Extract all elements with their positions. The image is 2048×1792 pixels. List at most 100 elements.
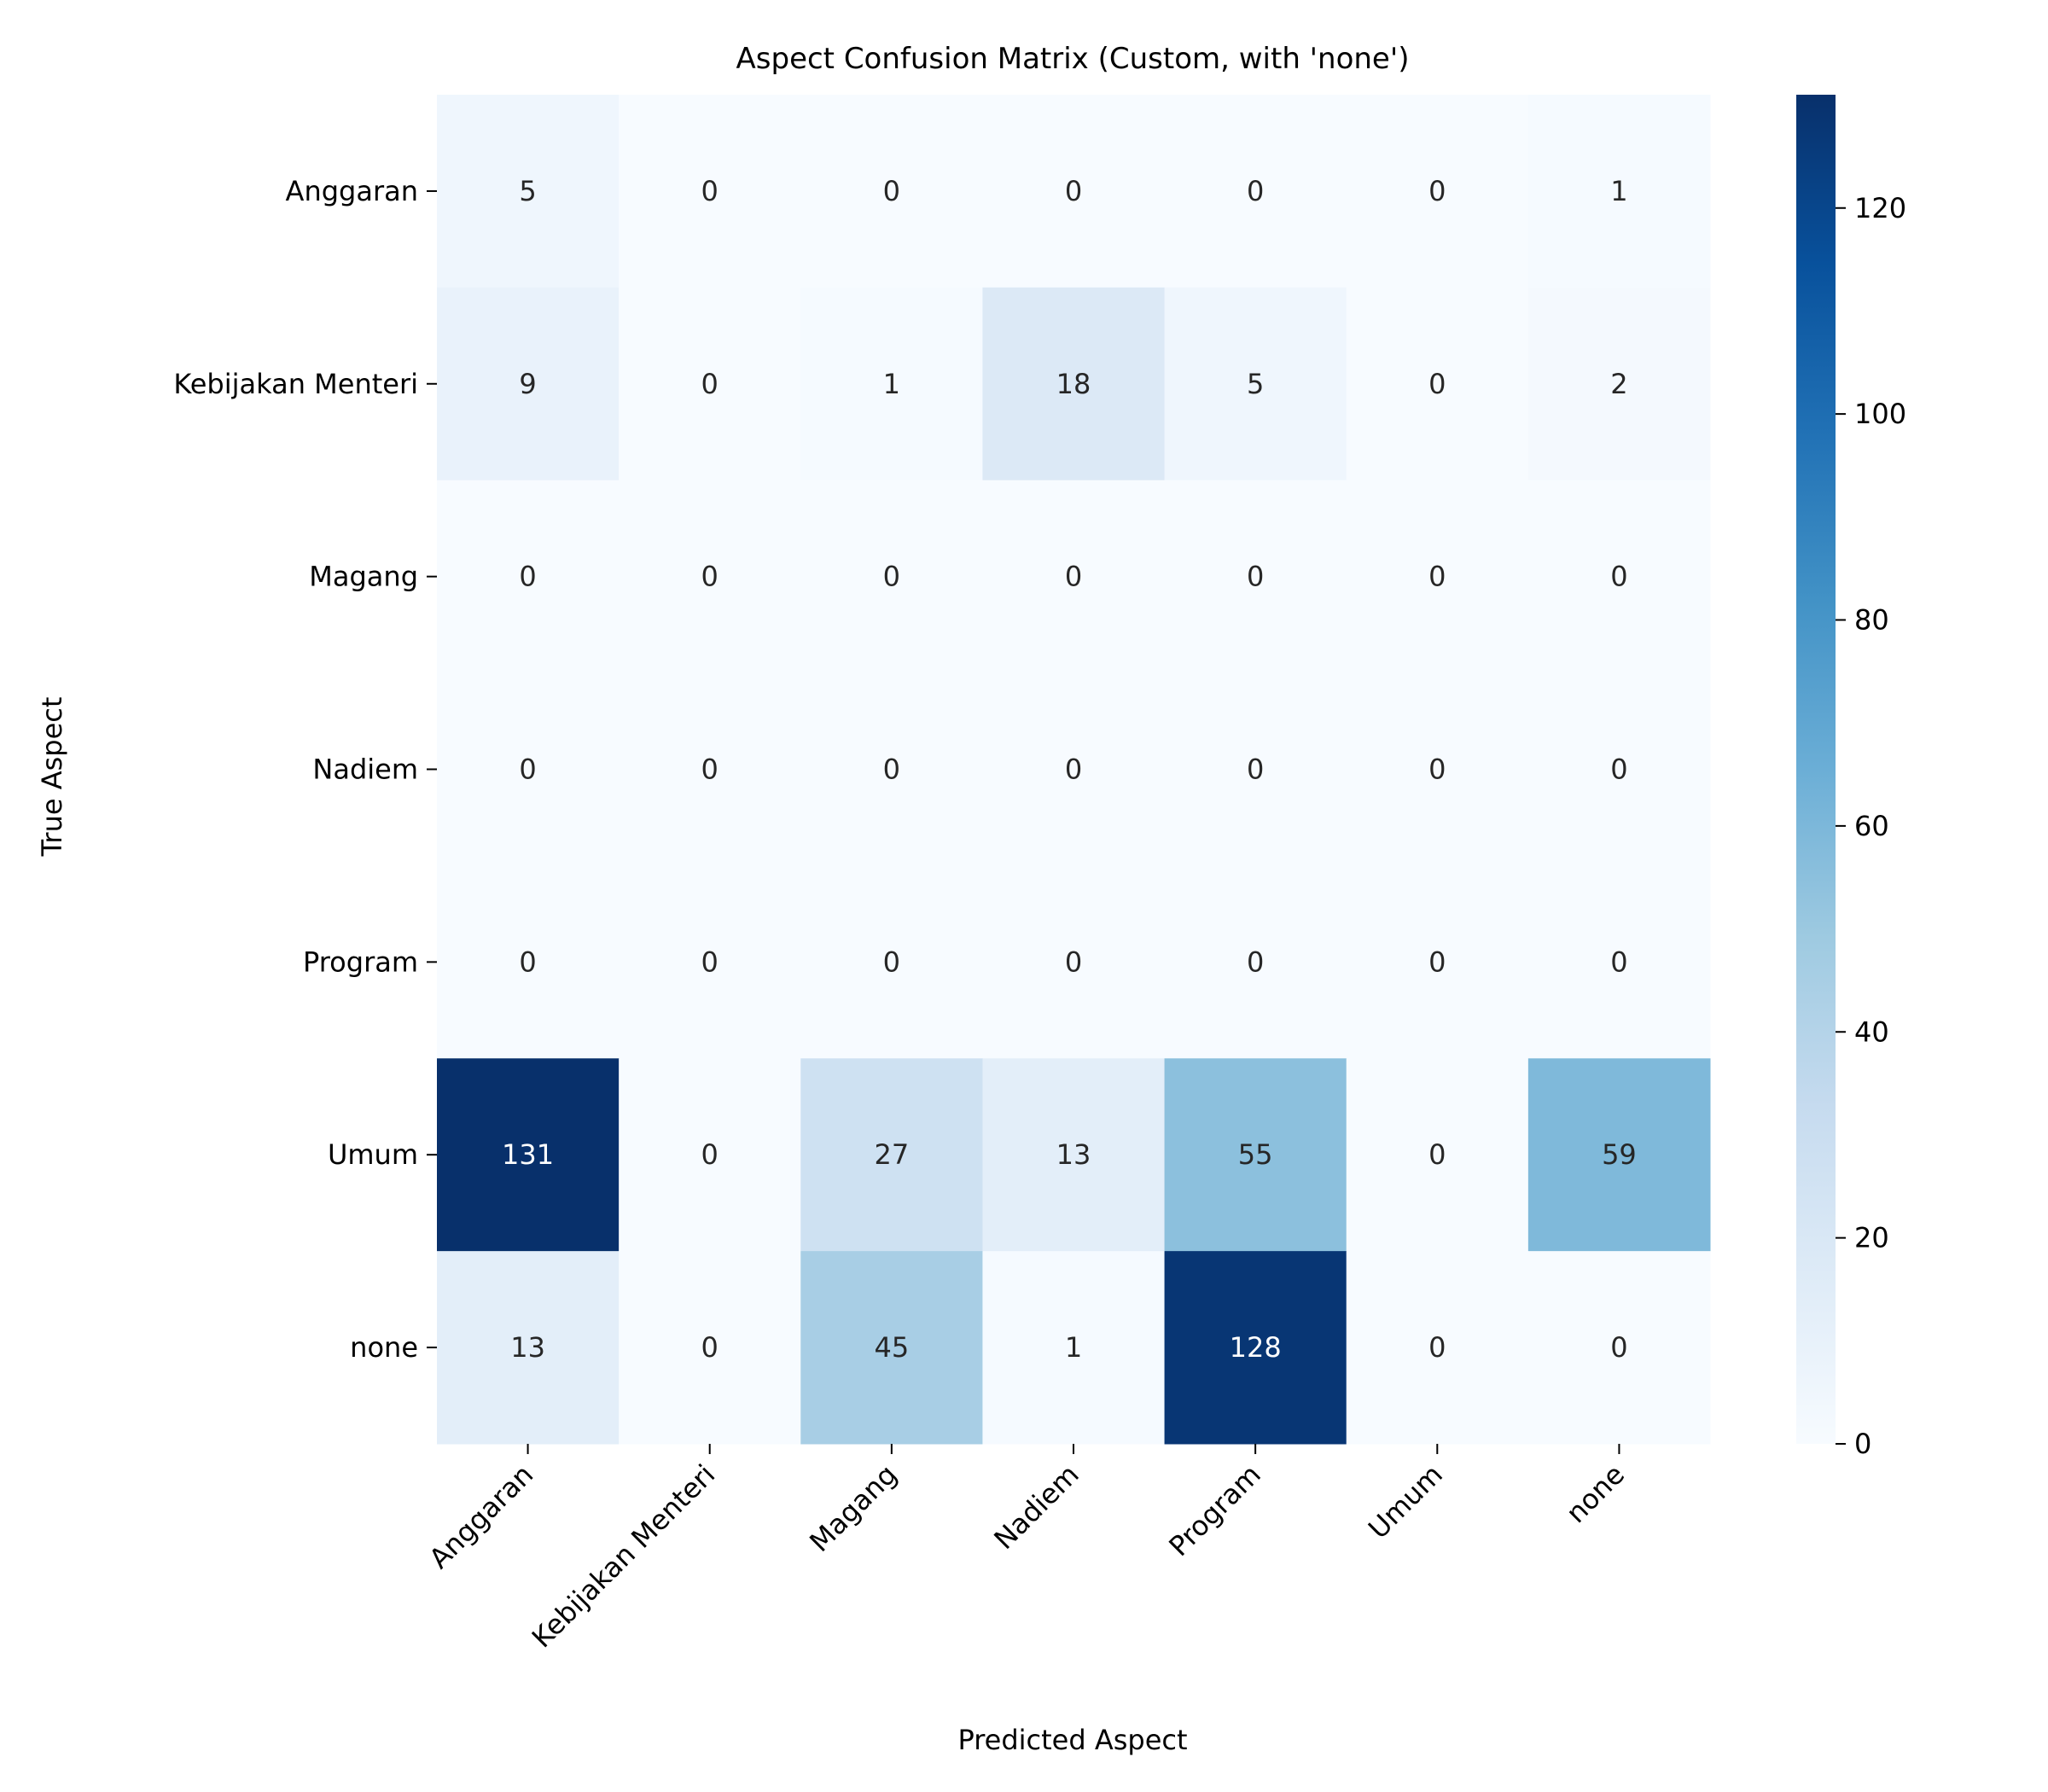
heatmap-cell <box>1527 672 1711 866</box>
cell-value-label: 0 <box>701 368 719 400</box>
heatmap-cell <box>437 95 620 288</box>
y-tick-label: none <box>350 1331 418 1364</box>
heatmap-cell <box>800 1058 983 1252</box>
cell-value-label: 0 <box>1428 175 1446 207</box>
chart-title: Aspect Confusion Matrix (Custom, with 'n… <box>736 42 1410 76</box>
cell-value-label: 0 <box>1247 945 1264 978</box>
cell-value-label: 55 <box>1238 1138 1273 1171</box>
cell-value-label: 0 <box>1610 945 1627 978</box>
cell-value-label: 0 <box>519 753 536 786</box>
heatmap-cell <box>619 1058 801 1252</box>
cell-value-label: 0 <box>1065 753 1082 786</box>
colorbar-tick-label: 80 <box>1854 604 1889 637</box>
cell-value-label: 2 <box>1610 368 1627 400</box>
y-tick-label: Program <box>303 945 418 978</box>
colorbar-tick-label: 0 <box>1854 1428 1871 1460</box>
heatmap-cell <box>1346 672 1529 866</box>
cell-value-label: 128 <box>1230 1331 1282 1364</box>
cell-value-label: 13 <box>510 1331 545 1364</box>
cell-value-label: 0 <box>1428 561 1446 593</box>
heatmap-cell <box>982 287 1166 481</box>
y-axis: Anggaran Kebijakan Menteri Magang Nadiem Pro… <box>173 175 437 1364</box>
heatmap-cell <box>1164 1058 1347 1252</box>
heatmap-cell <box>619 95 801 288</box>
heatmap-cell <box>437 672 620 866</box>
cell-value-label: 0 <box>1610 561 1627 593</box>
cell-value-label: 0 <box>701 753 719 786</box>
heatmap-cell <box>982 480 1166 674</box>
heatmap-cell <box>619 287 801 481</box>
heatmap-cell <box>1164 865 1347 1059</box>
x-tick-label: none <box>1560 1458 1631 1529</box>
cell-value-label: 27 <box>874 1138 909 1171</box>
heatmap-cell <box>1346 95 1529 288</box>
cell-value-label: 0 <box>1428 1331 1446 1364</box>
heatmap-cell <box>982 672 1166 866</box>
cell-value-label: 0 <box>883 561 900 593</box>
cell-value-label: 0 <box>1428 1138 1446 1171</box>
heatmap-cell <box>619 865 801 1059</box>
x-tick-label: Anggaran <box>422 1458 539 1575</box>
heatmap-cell <box>619 672 801 866</box>
heatmap-cell <box>1346 1058 1529 1252</box>
heatmap-cell <box>619 480 801 674</box>
colorbar-tick-label: 20 <box>1854 1222 1889 1254</box>
heatmap-cell <box>437 287 620 481</box>
x-tick-label: Kebijakan Menteri <box>526 1458 722 1655</box>
y-tick-label: Magang <box>309 561 418 593</box>
colorbar-tick-label: 40 <box>1854 1015 1889 1048</box>
cell-value-label: 0 <box>519 945 536 978</box>
cell-value-label: 0 <box>701 561 719 593</box>
cell-value-label: 0 <box>519 561 536 593</box>
heatmap-cell <box>1164 672 1347 866</box>
heatmap-cell <box>1527 865 1711 1059</box>
heatmap-cell <box>619 1251 801 1445</box>
colorbar-gradient <box>1796 95 1836 1444</box>
y-tick-label: Umum <box>328 1138 418 1171</box>
heatmap-cell <box>800 287 983 481</box>
cell-value-label: 0 <box>701 175 719 207</box>
cell-value-label: 0 <box>883 175 900 207</box>
x-tick-label: Umum <box>1362 1458 1449 1545</box>
heatmap-cell <box>800 865 983 1059</box>
cell-value-label: 131 <box>502 1138 554 1171</box>
heatmap-cell <box>1527 1058 1711 1252</box>
heatmap-cell <box>1346 865 1529 1059</box>
cell-value-label: 0 <box>883 753 900 786</box>
heatmap-cell <box>437 1251 620 1445</box>
colorbar-tick-label: 100 <box>1854 398 1906 430</box>
heatmap-cell <box>982 95 1166 288</box>
heatmap-cell <box>800 672 983 866</box>
x-tick-label: Nadiem <box>987 1458 1085 1556</box>
cell-value-label: 9 <box>519 368 536 400</box>
cell-value-label: 0 <box>883 945 900 978</box>
cell-value-label: 13 <box>1056 1138 1091 1171</box>
cell-value-label: 0 <box>1065 945 1082 978</box>
heatmap-cells <box>437 95 1711 1445</box>
heatmap-cell <box>437 865 620 1059</box>
cell-value-label: 0 <box>1065 175 1082 207</box>
heatmap-cell <box>1527 95 1711 288</box>
heatmap-cell <box>1527 480 1711 674</box>
heatmap-cell <box>1164 287 1347 481</box>
cell-value-label: 5 <box>519 175 536 207</box>
cell-value-label: 1 <box>883 368 900 400</box>
cell-value-label: 5 <box>1247 368 1264 400</box>
y-tick-label: Anggaran <box>286 175 418 207</box>
y-axis-label: True Aspect <box>36 697 68 858</box>
colorbar-tick-label: 60 <box>1854 810 1889 842</box>
colorbar: 0 20 40 60 80 100 120 <box>1796 95 1906 1460</box>
heatmap-cell <box>982 865 1166 1059</box>
cell-value-label: 0 <box>1247 753 1264 786</box>
cell-value-label: 18 <box>1056 368 1091 400</box>
heatmap-cell <box>437 1058 620 1252</box>
cell-value-label: 0 <box>701 1138 719 1171</box>
heatmap-cell <box>1527 1251 1711 1445</box>
heatmap-cell <box>1346 287 1529 481</box>
x-tick-label: Magang <box>803 1458 903 1558</box>
cell-value-label: 0 <box>701 945 719 978</box>
heatmap-cell <box>1346 480 1529 674</box>
